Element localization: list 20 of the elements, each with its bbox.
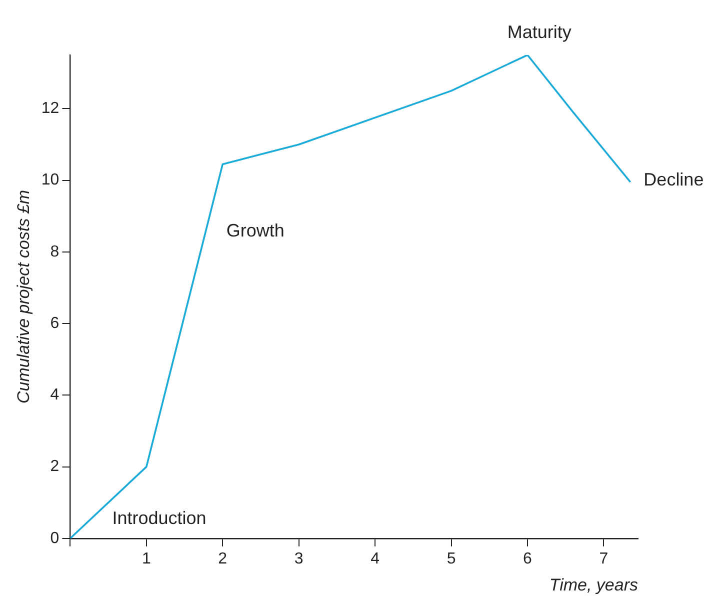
y-tick-label: 2: [50, 458, 60, 476]
x-axis-title: Time, years: [549, 576, 638, 595]
y-tick-label: 8: [50, 243, 60, 260]
y-tick-label: 0: [50, 530, 60, 547]
y-tick-label: 4: [50, 386, 60, 404]
x-tick-label: 3: [294, 550, 304, 568]
text: Maturity: [507, 22, 572, 42]
annotation: Introduction: [112, 508, 206, 528]
annotation: Growth: [226, 220, 284, 240]
x-tick-label: 2: [218, 550, 228, 568]
y-tick-label: 6: [50, 314, 60, 332]
y-tick-label: 10: [41, 172, 60, 189]
y-tick-label: 12: [41, 100, 60, 118]
x-tick-label: 6: [523, 550, 532, 568]
y-axis-title: Cumulative project costs £m: [14, 190, 33, 404]
x-tick-label: 7: [599, 550, 608, 568]
x-tick-label: 4: [370, 550, 380, 568]
x-tick-label: 5: [446, 550, 456, 568]
text: Decline: [644, 170, 704, 190]
x-tick-label: 1: [142, 550, 151, 568]
